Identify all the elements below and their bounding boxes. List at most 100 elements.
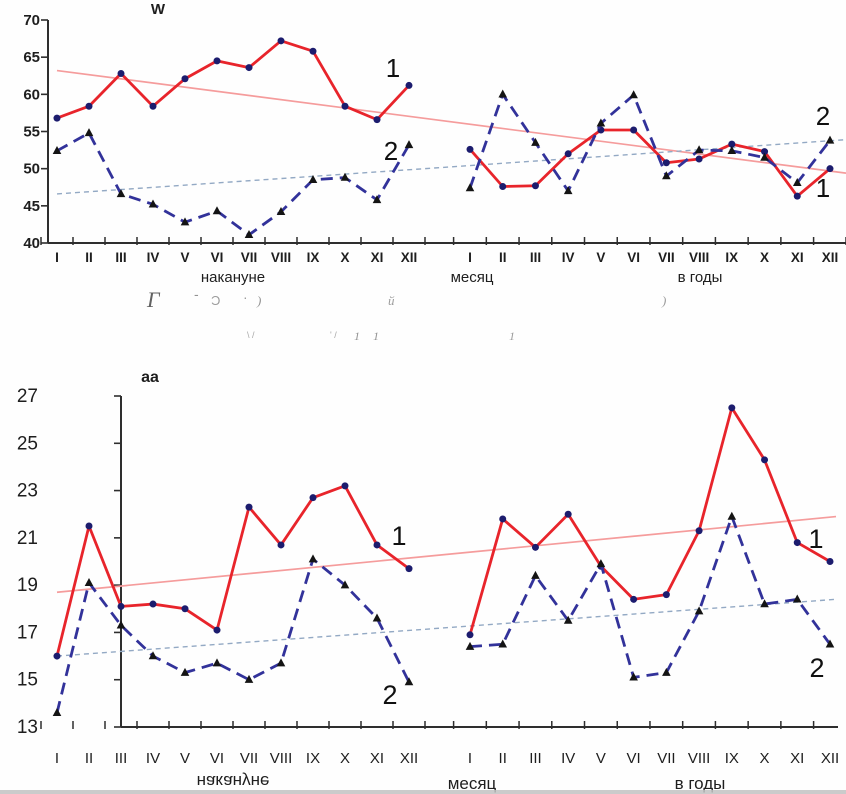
- x-tick-label: I: [55, 750, 59, 767]
- marker-dot: [245, 64, 253, 72]
- y-tick-label: 70: [23, 12, 40, 29]
- marker-dot: [309, 494, 317, 502]
- x-tick-label: II: [499, 250, 507, 265]
- marker-triangle: [792, 594, 802, 603]
- marker-triangle: [116, 620, 126, 629]
- series-line-2: [468, 92, 832, 193]
- marker-triangle: [212, 658, 222, 667]
- trend-line-1: [56, 515, 837, 594]
- x-tick-label: X: [340, 750, 350, 767]
- marker-triangle: [760, 152, 769, 161]
- marker-triangle: [596, 559, 606, 568]
- x-tick-label: IV: [146, 750, 160, 767]
- x-tick-label: VI: [210, 750, 224, 767]
- x-tick-label: V: [596, 750, 606, 767]
- marker-triangle: [498, 89, 508, 98]
- marker-dot: [466, 631, 474, 639]
- marker-triangle: [180, 667, 190, 676]
- marker-dot: [531, 543, 539, 551]
- series-number-label: 2: [816, 101, 830, 131]
- y-tick-label: 50: [23, 161, 40, 178]
- x-tick-label: VI: [627, 250, 640, 265]
- series-number-label: 1: [391, 521, 406, 551]
- series-number-label: 1: [816, 173, 830, 203]
- x-group-label: накануне: [197, 772, 270, 791]
- y-tick-label: 13: [17, 717, 38, 738]
- x-tick-label: VIII: [688, 750, 711, 767]
- x-tick-label: I: [468, 250, 472, 265]
- marker-triangle: [727, 511, 737, 520]
- x-tick-label: XII: [401, 250, 418, 265]
- series-number-label: 1: [808, 524, 823, 554]
- marker-dot: [826, 558, 834, 565]
- marker-triangle: [404, 677, 414, 686]
- x-tick-label: XI: [371, 250, 384, 265]
- x-tick-label: IX: [725, 250, 738, 265]
- marker-triangle: [662, 667, 671, 676]
- marker-triangle: [531, 137, 540, 146]
- marker-dot: [85, 522, 93, 530]
- marker-triangle: [404, 140, 414, 149]
- marker-dot: [277, 541, 285, 549]
- marker-dot: [564, 510, 572, 518]
- x-tick-label: I: [468, 750, 472, 767]
- series-line-2: [55, 557, 411, 714]
- marker-dot: [761, 456, 769, 464]
- marker-dot: [499, 183, 507, 191]
- marker-triangle: [727, 146, 737, 155]
- marker-dot: [695, 155, 703, 163]
- series-line-1: [56, 39, 411, 122]
- marker-triangle: [498, 639, 508, 648]
- series-number-label: 2: [382, 680, 397, 710]
- marker-triangle: [276, 206, 286, 215]
- x-tick-label: V: [180, 750, 190, 767]
- series-line-2: [469, 515, 832, 679]
- marker-dot: [53, 652, 61, 660]
- marker-dot: [373, 541, 381, 549]
- marker-dot: [117, 70, 125, 78]
- marker-dot: [149, 102, 157, 110]
- y-axis-title: aa: [141, 369, 159, 386]
- x-group-label: в годы: [678, 269, 723, 286]
- x-tick-label: VI: [211, 250, 224, 265]
- x-tick-label: XII: [400, 750, 418, 767]
- series-line-1: [468, 128, 831, 198]
- marker-dot: [277, 37, 285, 45]
- marker-triangle: [465, 641, 475, 650]
- y-tick-label: 27: [17, 386, 38, 407]
- marker-triangle: [662, 171, 671, 180]
- x-tick-label: III: [530, 250, 541, 265]
- trend-line-2: [56, 138, 846, 195]
- marker-dot: [564, 150, 572, 158]
- x-tick-label: VIII: [270, 750, 293, 767]
- marker-triangle: [308, 554, 318, 563]
- marker-triangle: [629, 90, 638, 99]
- marker-dot: [341, 102, 349, 110]
- marker-triangle: [372, 613, 382, 622]
- marker-dot: [181, 75, 189, 83]
- marker-triangle: [84, 577, 94, 586]
- x-tick-label: X: [760, 750, 770, 767]
- marker-dot: [662, 591, 670, 599]
- x-tick-label: VII: [658, 250, 675, 265]
- series-line-1: [468, 406, 831, 636]
- marker-triangle: [212, 206, 222, 215]
- marker-triangle: [244, 230, 254, 239]
- marker-dot: [213, 626, 221, 634]
- marker-triangle: [84, 128, 94, 137]
- x-tick-label: III: [115, 750, 128, 767]
- x-tick-label: II: [85, 750, 93, 767]
- y-tick-label: 55: [23, 124, 40, 141]
- x-tick-label: XI: [370, 750, 384, 767]
- series-line-2: [56, 131, 411, 237]
- x-tick-label: III: [529, 750, 542, 767]
- marker-dot: [405, 565, 413, 573]
- y-tick-label: 19: [17, 575, 38, 596]
- marker-triangle: [340, 172, 350, 181]
- x-tick-label: XI: [790, 750, 804, 767]
- x-tick-label: IX: [306, 750, 320, 767]
- x-tick-label: IX: [307, 250, 320, 265]
- x-group-label: месяц: [451, 269, 494, 286]
- x-tick-label: IV: [561, 750, 575, 767]
- y-tick-label: 65: [23, 49, 40, 66]
